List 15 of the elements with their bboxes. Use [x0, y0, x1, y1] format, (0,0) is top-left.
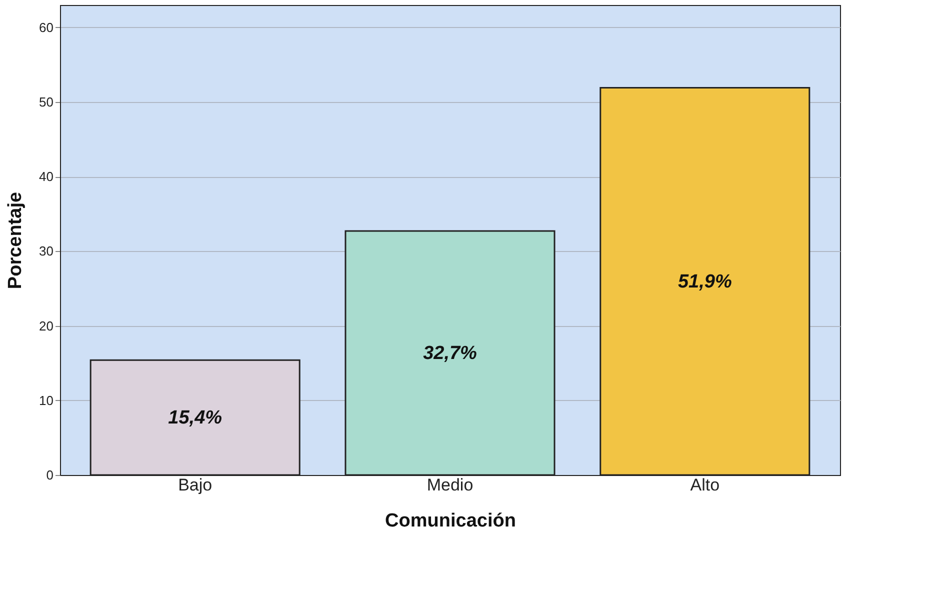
x-tick-label: Alto: [690, 476, 720, 494]
y-tick-label: 40: [39, 169, 54, 184]
y-tick-label: 10: [39, 392, 54, 408]
y-tick-label: 60: [39, 20, 54, 35]
y-tick-label: 0: [46, 468, 54, 482]
x-tick-label: Bajo: [178, 476, 212, 494]
data-label: 32,7%: [423, 343, 478, 364]
y-tick-label: 30: [39, 244, 54, 259]
x-tick-label: Medio: [426, 476, 474, 494]
y-tick-label: 20: [39, 318, 54, 334]
x-axis-title: Comunicación: [385, 510, 516, 532]
data-label: 15,4%: [168, 408, 222, 429]
y-axis-title: Porcentaje: [5, 192, 26, 290]
data-label: 51,9%: [678, 271, 732, 292]
y-tick-label: 50: [39, 94, 54, 110]
